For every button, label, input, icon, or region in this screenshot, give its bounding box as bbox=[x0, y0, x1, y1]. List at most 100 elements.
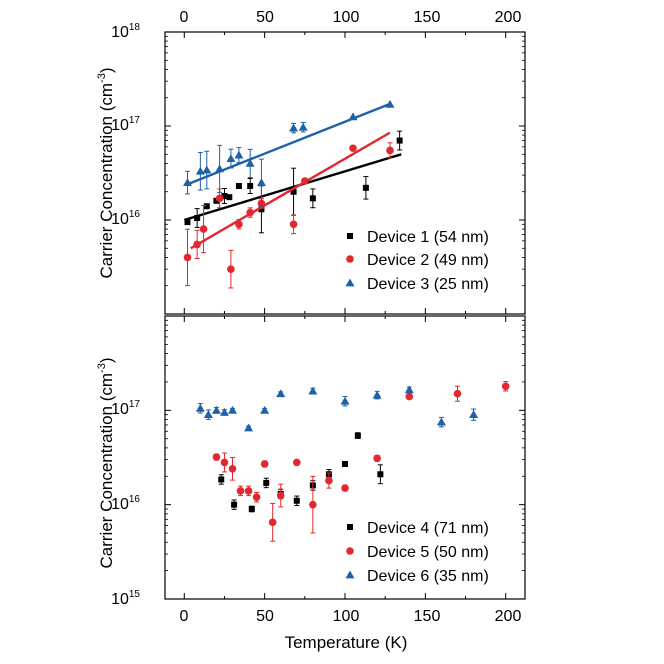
legend-label-device-4: Device 4 (71 nm) bbox=[367, 520, 489, 537]
bottom-legend: Device 4 (71 nm) Device 5 (50 nm) Device… bbox=[367, 520, 489, 585]
circle-marker bbox=[227, 265, 235, 273]
circle-marker bbox=[235, 220, 243, 229]
square-marker bbox=[194, 215, 201, 222]
bottom-x-tick-label: 0 bbox=[180, 608, 189, 625]
triangle-marker bbox=[219, 407, 229, 416]
circle-marker bbox=[268, 518, 277, 527]
top-x-tick-label: 50 bbox=[256, 9, 274, 26]
bottom-x-tick-label: 50 bbox=[256, 608, 274, 625]
triangle-marker bbox=[298, 122, 308, 131]
triangle-marker bbox=[195, 166, 205, 175]
circle-marker bbox=[405, 392, 414, 401]
bottom-x-tick-label: 200 bbox=[495, 608, 522, 625]
bottom-panel bbox=[164, 315, 526, 600]
series-3 bbox=[183, 99, 395, 207]
triangle-marker bbox=[195, 403, 205, 412]
circle-marker bbox=[292, 458, 301, 467]
circle-marker bbox=[289, 220, 298, 229]
triangle-marker bbox=[244, 423, 254, 432]
series-4 bbox=[218, 432, 384, 513]
circle-marker bbox=[501, 382, 510, 391]
plot-layer bbox=[164, 31, 526, 600]
square-marker bbox=[213, 197, 220, 204]
triangle-marker bbox=[308, 386, 318, 395]
square-marker bbox=[309, 195, 316, 202]
legend-label-device-3: Device 3 (25 nm) bbox=[367, 276, 489, 293]
top-x-tick-label: 100 bbox=[333, 9, 360, 26]
circle-marker bbox=[346, 255, 354, 263]
circle-marker bbox=[228, 465, 237, 473]
circle-marker bbox=[183, 253, 192, 262]
triangle-marker bbox=[345, 570, 355, 579]
bottom-y-tick-label: 1015 bbox=[111, 589, 140, 608]
x-axis-title: Temperature (K) bbox=[285, 633, 408, 652]
square-marker bbox=[218, 476, 225, 483]
square-marker bbox=[226, 194, 233, 201]
top-y-tick-label: 1016 bbox=[111, 209, 140, 228]
square-marker bbox=[247, 182, 254, 189]
square-marker bbox=[396, 137, 403, 144]
legend-label-device-2: Device 2 (49 nm) bbox=[367, 252, 489, 269]
circle-marker bbox=[260, 460, 269, 468]
triangle-marker bbox=[345, 278, 355, 287]
legend-label-device-1: Device 1 (54 nm) bbox=[367, 229, 489, 246]
bottom-y-axis-title: Carrier Concentration (cm-3) bbox=[96, 357, 116, 568]
bottom-y-tick-label: 1016 bbox=[111, 494, 140, 513]
triangle-marker bbox=[340, 396, 350, 405]
top-y-tick-label: 1017 bbox=[111, 115, 140, 134]
triangle-marker bbox=[404, 385, 414, 394]
circle-marker bbox=[373, 454, 381, 463]
triangle-marker bbox=[256, 178, 266, 186]
circle-marker bbox=[244, 487, 253, 495]
series-1 bbox=[183, 130, 403, 234]
triangle-marker bbox=[372, 390, 382, 399]
circle-marker bbox=[193, 240, 201, 249]
triangle-marker bbox=[226, 154, 236, 162]
series-5 bbox=[212, 381, 510, 542]
circle-marker bbox=[349, 144, 357, 153]
square-marker bbox=[290, 188, 297, 195]
circle-marker bbox=[252, 493, 261, 501]
bottom-x-tick-labels: 0 50 100 150 200 bbox=[180, 608, 522, 625]
top-x-tick-label: 200 bbox=[495, 9, 522, 26]
legend-label-device-5: Device 5 (50 nm) bbox=[367, 544, 489, 561]
circle-marker bbox=[276, 491, 285, 500]
top-x-tick-labels: 0 50 100 150 200 bbox=[180, 9, 522, 26]
square-marker bbox=[184, 219, 191, 226]
circle-marker bbox=[341, 484, 349, 492]
circle-marker bbox=[325, 476, 333, 485]
triangle-marker bbox=[234, 150, 244, 159]
series-2 bbox=[183, 131, 394, 289]
triangle-marker bbox=[385, 99, 395, 108]
square-marker bbox=[248, 505, 255, 512]
circle-marker bbox=[346, 547, 354, 555]
series-6 bbox=[195, 385, 479, 432]
triangle-marker bbox=[183, 178, 192, 186]
square-marker bbox=[354, 432, 361, 439]
bottom-y-tick-labels: 1015 1016 1017 bbox=[111, 399, 140, 608]
circle-marker bbox=[301, 177, 309, 185]
fit-line bbox=[183, 153, 402, 222]
triangle-marker bbox=[203, 410, 213, 419]
square-marker bbox=[231, 501, 238, 508]
triangle-marker bbox=[228, 405, 237, 414]
top-y-tick-labels: 1016 1017 1018 bbox=[111, 22, 140, 228]
circle-marker bbox=[215, 194, 224, 203]
square-marker bbox=[203, 203, 210, 210]
top-x-tick-label: 150 bbox=[414, 9, 441, 26]
triangle-marker bbox=[245, 158, 255, 167]
circle-marker bbox=[246, 208, 254, 217]
triangle-marker bbox=[211, 405, 221, 414]
circle-marker bbox=[212, 453, 221, 461]
triangle-marker bbox=[289, 123, 299, 132]
bottom-x-tick-label: 100 bbox=[333, 608, 360, 625]
circle-marker bbox=[236, 487, 245, 495]
top-y-axis-title: Carrier Concentration (cm-3) bbox=[96, 67, 116, 278]
triangle-marker bbox=[276, 389, 286, 398]
triangle-marker bbox=[202, 165, 212, 174]
triangle-marker bbox=[348, 112, 358, 121]
triangle-marker bbox=[260, 405, 270, 414]
circle-marker bbox=[386, 146, 394, 155]
top-x-tick-label: 0 bbox=[180, 9, 189, 26]
